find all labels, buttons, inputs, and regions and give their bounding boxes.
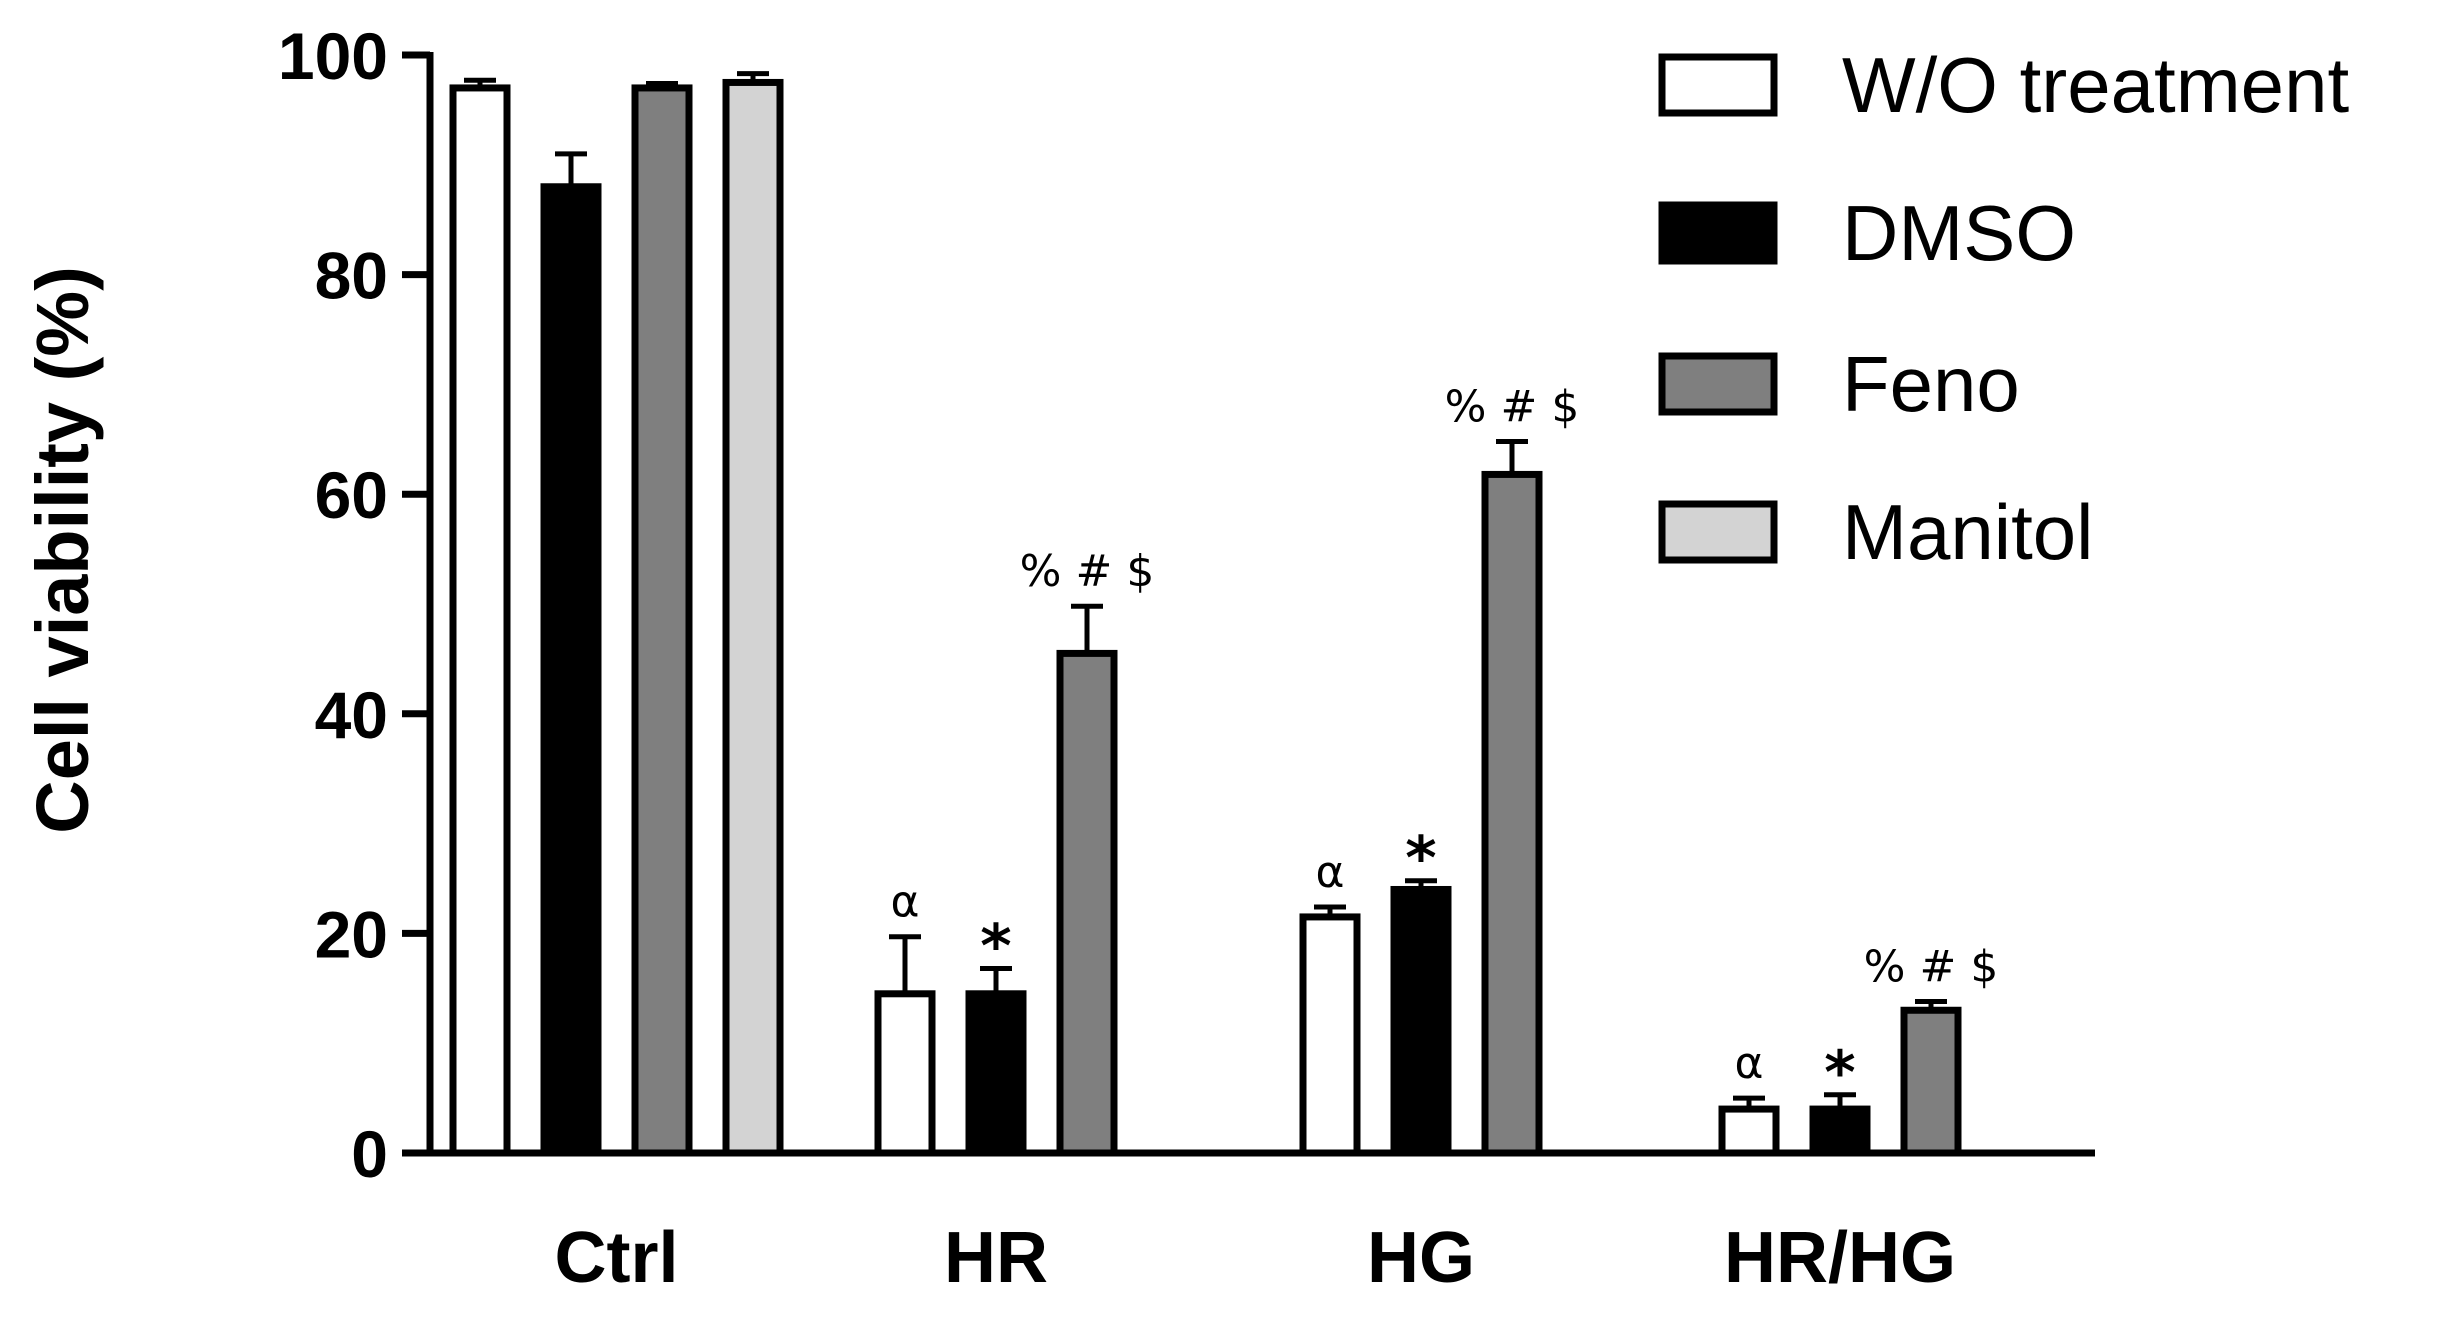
bar [631,84,693,1157]
significance-label: * [1405,824,1436,894]
bar [1299,913,1361,1157]
legend-label: W/O treatment [1842,41,2349,129]
significance-label: * [1824,1038,1855,1108]
bar [1718,1105,1780,1157]
y-tick-label: 80 [315,239,388,313]
bar [1056,649,1118,1157]
legend-swatch [1658,352,1778,416]
y-tick-label: 20 [315,897,388,971]
y-tick-label: 40 [315,678,388,752]
legend-label: Manitol [1842,488,2093,576]
bar [449,84,511,1157]
y-axis-label: Cell viability (%) [21,266,104,833]
bar [965,990,1027,1157]
significance-label: % # $ [1020,546,1155,597]
legend-swatch [1658,201,1778,265]
x-tick-label: HR [944,1218,1048,1298]
bar [874,990,936,1157]
legend-label: Feno [1842,340,2020,428]
y-tick-label: 100 [278,19,388,93]
bar [1390,885,1452,1157]
x-tick-label: Ctrl [555,1218,679,1298]
legend-label: DMSO [1842,189,2076,277]
significance-annotations: α*% # $α *% # $α *% # $ [890,381,1998,1107]
bar [722,78,784,1157]
y-tick-label: 0 [351,1117,388,1191]
bar [540,183,602,1157]
legend: W/O treatment DMSO Feno Manitol [1658,41,2349,576]
significance-label: α [890,877,919,928]
legend-swatch [1658,53,1778,117]
significance-label: α [1315,847,1344,898]
error-bars [464,71,1947,1110]
x-tick-label: HR/HG [1724,1218,1956,1298]
significance-label: % # $ [1864,941,1999,992]
y-tick-label: 60 [315,458,388,532]
legend-swatch [1658,500,1778,564]
axes: 0 20 40 60 80 100 Ctrl HR HG HR/HG [278,19,2095,1298]
x-tick-label: HG [1367,1218,1475,1298]
significance-label: * [980,912,1011,982]
bar [1809,1105,1871,1157]
significance-label: % # $ [1445,381,1580,432]
bar [1481,470,1543,1157]
significance-label: α [1734,1038,1763,1089]
bar [1900,1006,1962,1157]
